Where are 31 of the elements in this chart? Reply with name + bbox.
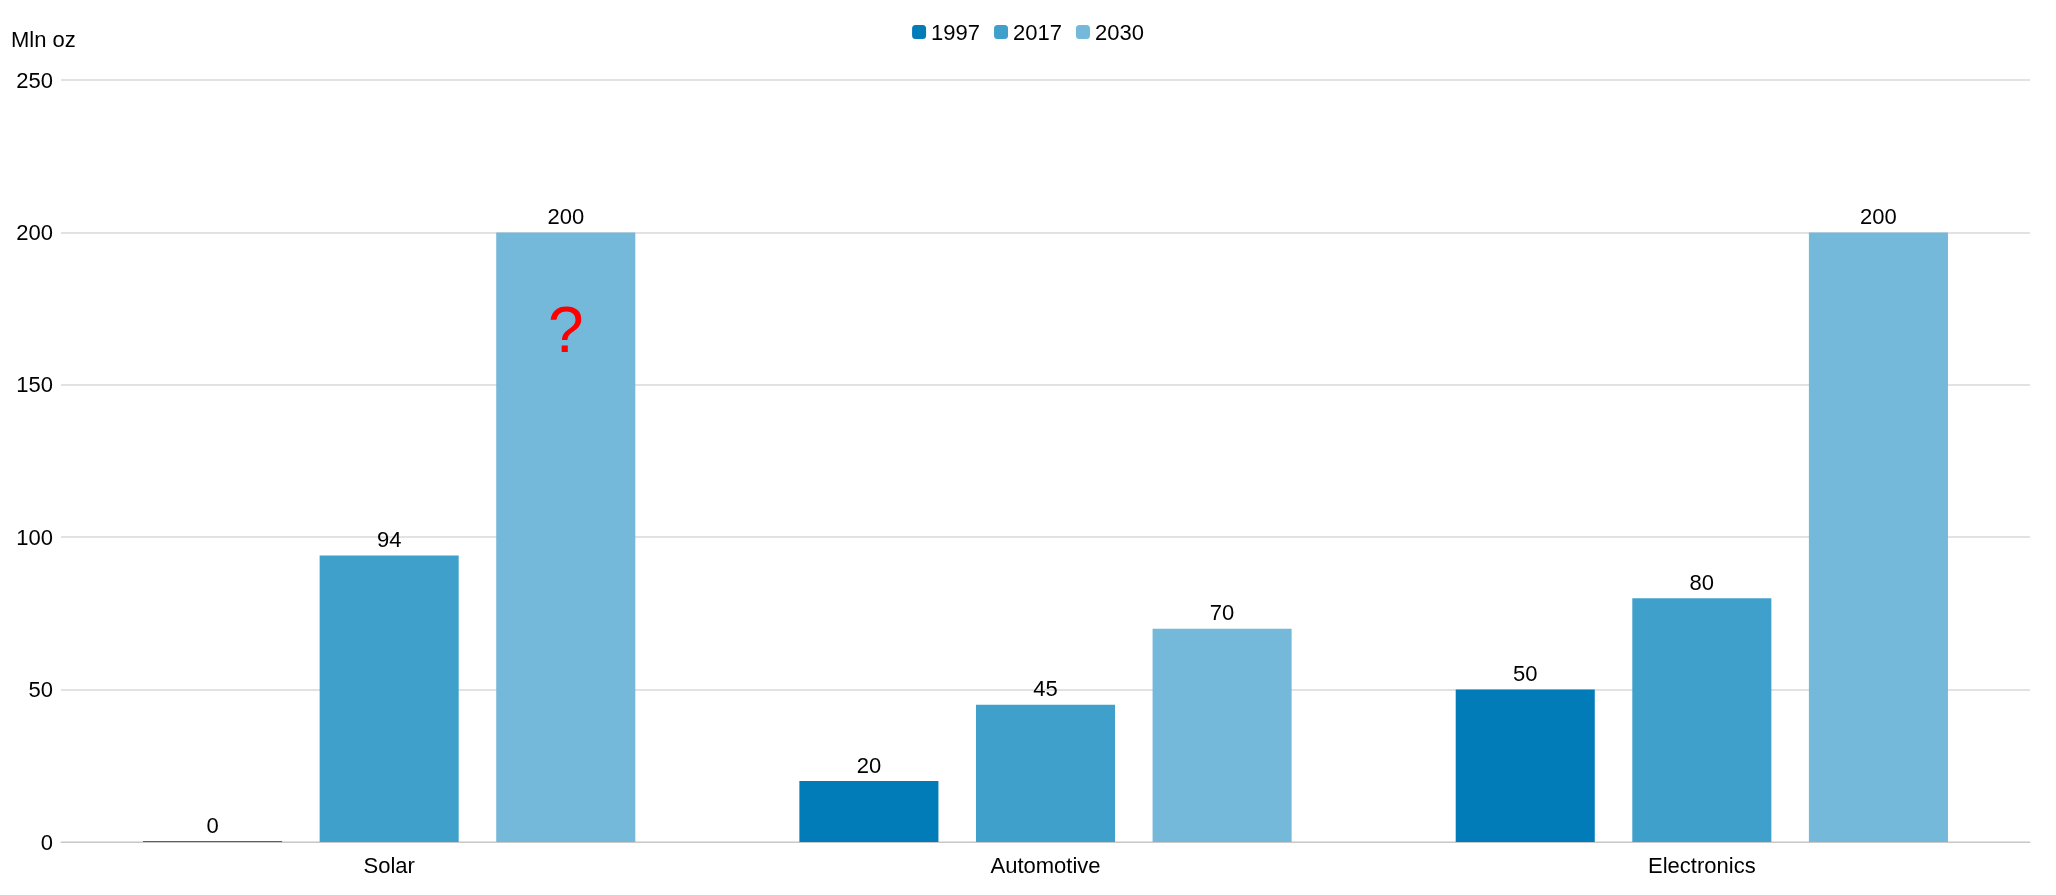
data-label: 0 bbox=[206, 812, 219, 838]
bar bbox=[319, 555, 459, 842]
data-label: 80 bbox=[1689, 569, 1715, 595]
annotation: ? bbox=[547, 293, 584, 366]
y-tick-label: 50 bbox=[28, 677, 53, 703]
y-tick-label: 250 bbox=[16, 67, 53, 93]
y-axis-title: Mln oz bbox=[11, 26, 76, 52]
bar bbox=[1455, 689, 1595, 842]
y-tick-label: 100 bbox=[16, 524, 53, 550]
x-tick-label: Electronics bbox=[1648, 852, 1756, 878]
data-label: 20 bbox=[856, 752, 882, 778]
bar bbox=[975, 704, 1116, 842]
data-label: 70 bbox=[1209, 600, 1235, 626]
bar bbox=[1632, 598, 1772, 842]
data-label: 200 bbox=[547, 203, 585, 229]
x-tick-label: Automotive bbox=[990, 852, 1101, 878]
bar bbox=[496, 232, 636, 842]
data-label: 45 bbox=[1033, 676, 1058, 702]
bar bbox=[1808, 232, 1948, 842]
bar bbox=[799, 781, 939, 842]
bar bbox=[1152, 628, 1292, 842]
y-tick-label: 150 bbox=[16, 372, 53, 398]
y-tick-label: 200 bbox=[16, 219, 53, 245]
data-label: 94 bbox=[376, 526, 402, 552]
legend-label: 2017 bbox=[1013, 19, 1062, 45]
x-tick-label: Solar bbox=[363, 852, 415, 878]
data-label: 50 bbox=[1512, 661, 1538, 687]
legend-label: 2030 bbox=[1094, 19, 1144, 45]
y-tick-label: 0 bbox=[40, 829, 53, 855]
legend-label: 1997 bbox=[931, 19, 981, 45]
data-label: 200 bbox=[1860, 203, 1897, 229]
